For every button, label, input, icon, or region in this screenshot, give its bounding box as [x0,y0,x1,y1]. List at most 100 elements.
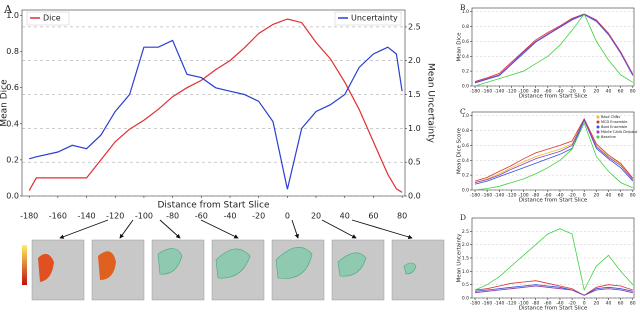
y-tick-label: 0.8 [6,47,19,56]
series-line [29,39,403,190]
y2-tick-label: 0.5 [408,158,421,167]
liver [215,248,251,279]
y-tick-label: 0.0 [6,192,19,201]
legend-box [334,11,402,26]
series-line [474,13,634,82]
legend-swatch [596,130,600,134]
legend-label: Monte Carlo Dropout [601,130,638,134]
y2-tick-label: 2.0 [408,56,421,65]
liver [337,252,367,277]
x-tick-label: -180 [470,193,480,199]
x-tick-label: 80 [630,193,636,199]
arrow [351,219,413,240]
y2-tick-label: 0.0 [408,192,421,201]
x-axis-label: Distance from Start Slice [157,201,270,211]
y-tick-label: 1.0 [462,269,469,275]
x-tick-label: -100 [518,89,528,95]
x-tick-label: -40 [223,212,236,221]
panel-label: B [460,3,466,12]
liver [275,247,313,279]
x-tick-label: -120 [506,89,516,95]
y-tick-label: 0.0 [462,296,469,302]
x-tick-label: 60 [618,193,624,199]
y-tick-label: 0.4 [462,158,469,164]
arrow [200,219,239,239]
panel-label: C [460,107,466,116]
x-tick-label: 0 [583,193,586,199]
x-axis-label: Distance from Start Slice [519,94,588,100]
y2-tick-label: 1.5 [408,90,421,99]
y-tick-label: 0.4 [6,119,19,128]
legend-label: Uncertainty [351,14,398,23]
legend-label: Base CNNs [601,115,620,119]
x-tick-label: 60 [368,212,378,221]
x-axis-label: Distance from Start Slice [519,306,588,312]
x-tick-label: 0 [285,212,290,221]
series-line [474,122,633,191]
x-tick-label: -60 [195,212,208,221]
y-tick-label: 2.5 [462,229,469,235]
series-line [474,285,633,296]
x-tick-label: -120 [506,301,516,307]
x-tick-label: -180 [470,301,480,307]
x-tick-label: -120 [106,212,124,221]
y-tick-label: 0.2 [462,173,469,179]
x-tick-label: -20 [568,193,575,199]
y-tick-label: 0.2 [6,155,19,164]
series-line [474,228,634,292]
y-tick-label: 1.0 [6,11,19,20]
x-tick-label: 60 [618,89,624,95]
x-tick-label: -160 [482,193,492,199]
legend-box [26,11,70,26]
x-tick-label: 40 [606,89,612,95]
series-line [474,13,634,87]
x-tick-label: -100 [518,193,528,199]
x-tick-label: -100 [518,301,528,307]
x-tick-label: -60 [544,193,551,199]
series-line [474,284,633,296]
y-tick-label: 0.4 [462,54,469,60]
liver [403,262,417,275]
x-tick-label: 40 [606,193,612,199]
legend-swatch [596,115,600,119]
x-tick-label: -160 [482,301,492,307]
panel-label: D [460,213,466,222]
y-tick-label: 0.5 [462,282,469,288]
series-line [474,118,634,183]
x-tick-label: -40 [556,301,563,307]
legend-swatch [596,135,600,139]
x-tick-label: 40 [340,212,350,221]
x-tick-label: -80 [532,301,539,307]
y2-axis-label: Mean Uncertainty [426,63,436,144]
x-tick-label: -80 [166,212,179,221]
legend-label: MCD Ensemble [601,120,627,124]
series-line [474,118,634,183]
y-axis-label: Mean Dice Score [457,127,463,174]
y-tick-label: 0.8 [462,128,469,134]
x-tick-label: -140 [77,212,95,221]
y-axis-label: Mean Dice [0,79,10,127]
x-tick-label: -140 [494,301,504,307]
arrow [119,219,134,239]
x-tick-label: -40 [556,193,563,199]
y-tick-label: 1.5 [462,256,469,262]
series-line [474,117,634,182]
x-tick-label: -160 [482,89,492,95]
x-tick-label: 40 [606,301,612,307]
arrow [159,219,181,239]
x-tick-label: -160 [49,212,67,221]
legend-swatch [596,125,600,129]
y-tick-label: 1.0 [462,113,469,119]
y-tick-label: 0.6 [6,83,19,92]
x-tick-label: -140 [494,89,504,95]
y-tick-label: 0.0 [462,188,469,194]
x-tick-label: -180 [470,89,480,95]
arrow [59,219,109,239]
x-tick-label: 20 [594,301,600,307]
y-tick-label: 0.6 [462,143,469,149]
y2-tick-label: 2.5 [408,22,421,31]
series-line [474,14,634,84]
plot-area [21,9,406,197]
x-tick-label: -100 [135,212,153,221]
x-tick-label: 20 [311,212,321,221]
